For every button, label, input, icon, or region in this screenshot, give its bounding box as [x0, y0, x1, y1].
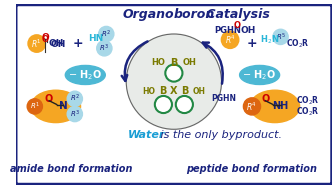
Circle shape: [176, 96, 193, 113]
Text: $R^3$: $R^3$: [99, 43, 109, 54]
Text: $R^1$: $R^1$: [30, 101, 40, 112]
Circle shape: [155, 96, 172, 113]
Text: $R^4$: $R^4$: [246, 100, 258, 113]
Text: B: B: [159, 86, 166, 96]
Text: Organo: Organo: [122, 9, 174, 22]
Text: CO$_2$R: CO$_2$R: [286, 37, 310, 50]
Text: Catalysis: Catalysis: [203, 9, 270, 22]
Text: HO: HO: [151, 58, 165, 67]
Ellipse shape: [250, 90, 299, 123]
Ellipse shape: [31, 90, 81, 123]
Text: is the only byproduct.: is the only byproduct.: [157, 130, 282, 140]
FancyArrowPatch shape: [122, 41, 147, 81]
Text: HN: HN: [88, 34, 103, 43]
Text: OH: OH: [193, 87, 206, 96]
Circle shape: [221, 31, 239, 48]
Circle shape: [28, 35, 45, 52]
Text: PGHN: PGHN: [214, 26, 241, 35]
Text: $R^3$: $R^3$: [70, 108, 80, 120]
Text: OH: OH: [48, 39, 63, 48]
Text: OH: OH: [183, 58, 196, 67]
Text: OH: OH: [241, 26, 256, 35]
Text: peptide bond formation: peptide bond formation: [187, 164, 317, 174]
FancyArrowPatch shape: [203, 43, 223, 84]
Text: NH: NH: [273, 101, 289, 111]
Circle shape: [165, 64, 183, 82]
Ellipse shape: [65, 65, 105, 84]
Text: CO$_2$R: CO$_2$R: [296, 106, 319, 118]
Text: O: O: [42, 33, 49, 42]
Text: $R^5$: $R^5$: [276, 31, 286, 43]
Circle shape: [67, 106, 82, 122]
Text: CO$_2$R: CO$_2$R: [296, 94, 319, 107]
Text: $-$ H$_2$O: $-$ H$_2$O: [242, 68, 277, 82]
Text: H$_2$N: H$_2$N: [260, 33, 279, 46]
Text: X: X: [170, 86, 178, 96]
Circle shape: [273, 29, 288, 44]
Text: $R^4$: $R^4$: [224, 33, 236, 46]
Circle shape: [126, 34, 221, 129]
Text: amide bond formation: amide bond formation: [10, 164, 132, 174]
Text: $R^2$: $R^2$: [70, 93, 80, 105]
Circle shape: [99, 26, 114, 42]
Text: B: B: [170, 58, 178, 68]
FancyBboxPatch shape: [16, 5, 332, 184]
Text: O: O: [42, 35, 49, 44]
Circle shape: [97, 41, 112, 56]
Text: N: N: [59, 101, 68, 111]
Text: $R^1$: $R^1$: [31, 37, 42, 50]
Text: OH: OH: [50, 40, 65, 49]
Text: $R^2$: $R^2$: [101, 28, 111, 40]
Text: O: O: [233, 21, 240, 30]
Circle shape: [243, 98, 261, 115]
Circle shape: [67, 91, 82, 106]
Text: O: O: [45, 94, 53, 104]
Text: HO: HO: [142, 87, 155, 96]
Text: PGHN: PGHN: [211, 94, 236, 103]
Text: boron: boron: [174, 9, 215, 22]
Text: B: B: [182, 86, 189, 96]
Text: $-$ H$_2$O: $-$ H$_2$O: [68, 68, 102, 82]
Circle shape: [27, 99, 42, 114]
Text: +: +: [72, 37, 83, 50]
Text: O: O: [261, 94, 270, 104]
Text: Water: Water: [128, 130, 166, 140]
Ellipse shape: [240, 65, 280, 84]
Text: +: +: [247, 37, 257, 50]
